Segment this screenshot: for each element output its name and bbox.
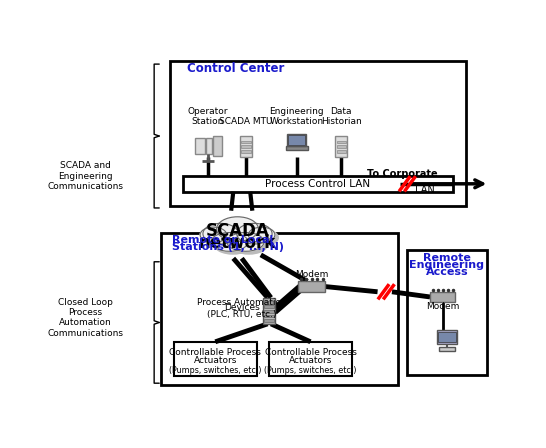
FancyBboxPatch shape (162, 233, 399, 385)
Ellipse shape (220, 220, 262, 244)
FancyBboxPatch shape (174, 342, 257, 376)
FancyBboxPatch shape (440, 347, 455, 351)
Ellipse shape (204, 230, 230, 246)
Ellipse shape (200, 227, 227, 243)
Ellipse shape (240, 226, 276, 247)
Text: Operator
Station: Operator Station (188, 107, 228, 126)
Ellipse shape (227, 233, 264, 251)
FancyBboxPatch shape (206, 138, 212, 155)
FancyBboxPatch shape (182, 176, 453, 192)
Ellipse shape (230, 235, 268, 254)
Text: Engineering: Engineering (410, 260, 484, 270)
Text: Control Center: Control Center (187, 62, 284, 75)
Text: Modem: Modem (426, 302, 459, 311)
Text: Process Automation: Process Automation (197, 297, 287, 306)
FancyBboxPatch shape (263, 298, 275, 324)
FancyBboxPatch shape (287, 134, 306, 146)
FancyBboxPatch shape (335, 136, 347, 156)
FancyBboxPatch shape (264, 301, 274, 304)
FancyBboxPatch shape (286, 146, 308, 150)
Ellipse shape (237, 224, 272, 244)
Text: SCADA MTU: SCADA MTU (219, 117, 272, 126)
Text: Controllable Process: Controllable Process (169, 348, 261, 357)
FancyBboxPatch shape (170, 60, 466, 206)
Text: Actuators: Actuators (194, 356, 237, 365)
Ellipse shape (215, 235, 251, 254)
FancyBboxPatch shape (195, 138, 205, 155)
Text: Devices: Devices (224, 303, 259, 313)
FancyBboxPatch shape (407, 250, 487, 375)
FancyBboxPatch shape (241, 141, 251, 143)
Text: To Corporate: To Corporate (367, 169, 438, 179)
Text: SCADA: SCADA (206, 222, 269, 240)
Ellipse shape (203, 224, 238, 244)
FancyBboxPatch shape (437, 331, 457, 344)
Ellipse shape (248, 227, 275, 243)
FancyBboxPatch shape (288, 135, 305, 145)
Text: Data
Historian: Data Historian (321, 107, 361, 126)
FancyBboxPatch shape (336, 150, 346, 153)
FancyBboxPatch shape (336, 141, 346, 143)
Text: Engineering
Workstation: Engineering Workstation (269, 107, 324, 126)
Text: Controllable Process: Controllable Process (265, 348, 357, 357)
Text: network: network (199, 234, 276, 253)
Ellipse shape (252, 230, 278, 246)
Ellipse shape (217, 217, 258, 241)
Text: Access: Access (426, 267, 468, 277)
Text: Remote: Remote (423, 253, 471, 263)
Text: (PLC, RTU, etc.): (PLC, RTU, etc.) (207, 310, 276, 319)
FancyBboxPatch shape (430, 292, 455, 302)
Text: (Pumps, switches, etc.): (Pumps, switches, etc.) (169, 366, 262, 375)
FancyBboxPatch shape (264, 306, 274, 308)
FancyBboxPatch shape (438, 332, 456, 342)
FancyBboxPatch shape (240, 136, 252, 156)
FancyBboxPatch shape (213, 136, 222, 156)
FancyBboxPatch shape (264, 310, 274, 313)
FancyBboxPatch shape (241, 146, 251, 148)
Text: Modem: Modem (295, 270, 328, 279)
FancyBboxPatch shape (269, 342, 352, 376)
FancyBboxPatch shape (298, 281, 325, 292)
Text: Stations (1, ..., N): Stations (1, ..., N) (172, 242, 284, 252)
FancyBboxPatch shape (264, 319, 274, 322)
Ellipse shape (206, 226, 242, 247)
Text: LAN: LAN (416, 185, 435, 195)
FancyBboxPatch shape (336, 146, 346, 148)
Text: Actuators: Actuators (289, 356, 332, 365)
Text: Closed Loop
Process
Automation
Communications: Closed Loop Process Automation Communica… (47, 297, 123, 338)
FancyBboxPatch shape (241, 150, 251, 153)
Text: Remote or Local: Remote or Local (172, 235, 273, 245)
Text: SCADA and
Engineering
Communications: SCADA and Engineering Communications (47, 161, 123, 191)
Text: (Pumps, switches, etc.): (Pumps, switches, etc.) (264, 366, 357, 375)
Text: Process Control LAN: Process Control LAN (265, 179, 371, 189)
Ellipse shape (211, 233, 248, 251)
FancyBboxPatch shape (264, 314, 274, 317)
